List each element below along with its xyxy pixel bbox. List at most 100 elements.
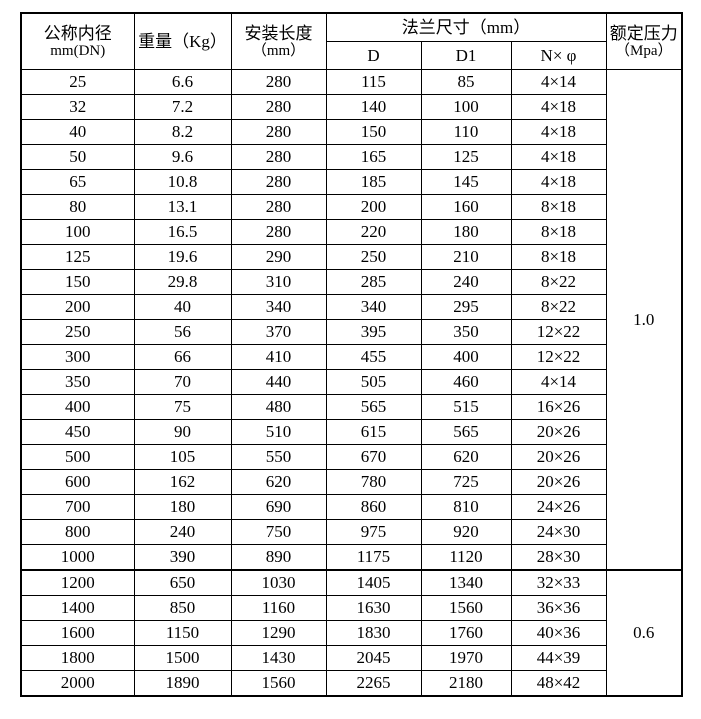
cell-flange-d1: 1760 (420, 620, 512, 646)
cell-flange-nphi: 8×18 (510, 194, 607, 220)
header-rated-pressure: 额定压力 （Mpa） (605, 12, 683, 70)
cell-flange-d: 780 (325, 469, 422, 495)
cell-nominal-diameter: 400 (20, 394, 135, 420)
cell-flange-d1: 1340 (420, 569, 512, 596)
cell-flange-d1: 180 (420, 219, 512, 245)
header-nominal-diameter-line2: mm(DN) (50, 42, 106, 59)
header-flange-d1: D1 (420, 41, 512, 70)
cell-flange-d1: 240 (420, 269, 512, 295)
cell-flange-nphi: 12×22 (510, 344, 607, 370)
cell-weight: 66 (133, 344, 232, 370)
cell-weight: 70 (133, 369, 232, 395)
cell-flange-d1: 85 (420, 69, 512, 95)
header-install-length: 安装长度 （mm） (230, 12, 327, 70)
cell-flange-d1: 620 (420, 444, 512, 470)
cell-install-length: 890 (230, 544, 327, 571)
cell-flange-d1: 400 (420, 344, 512, 370)
cell-nominal-diameter: 2000 (20, 670, 135, 697)
cell-install-length: 1160 (230, 595, 327, 621)
cell-nominal-diameter: 80 (20, 194, 135, 220)
table-row: 800 240 750 975 920 24×30 (20, 519, 682, 545)
header-row-secondary: D D1 N× φ (21, 41, 682, 70)
cell-install-length: 280 (230, 119, 327, 145)
cell-flange-d: 1175 (325, 544, 422, 571)
cell-flange-nphi: 16×26 (510, 394, 607, 420)
cell-install-length: 410 (230, 344, 327, 370)
cell-flange-nphi: 20×26 (510, 469, 607, 495)
cell-install-length: 280 (230, 194, 327, 220)
cell-weight: 8.2 (133, 119, 232, 145)
header-weight: 重量（Kg） (133, 12, 232, 70)
cell-nominal-diameter: 600 (20, 469, 135, 495)
cell-weight: 13.1 (133, 194, 232, 220)
cell-flange-d1: 160 (420, 194, 512, 220)
cell-flange-d1: 1560 (420, 595, 512, 621)
header-rated-pressure-line2: （Mpa） (615, 42, 673, 59)
cell-flange-d: 1405 (325, 569, 422, 596)
table-row: 100 16.5 280 220 180 8×18 (20, 219, 682, 245)
cell-weight: 6.6 (133, 69, 232, 95)
table-row: 1000 390 890 1175 1120 28×30 (20, 544, 682, 571)
table-row: 300 66 410 455 400 12×22 (20, 344, 682, 370)
header-rated-pressure-line1: 额定压力 (609, 23, 678, 43)
cell-install-length: 280 (230, 169, 327, 195)
cell-weight: 7.2 (133, 94, 232, 120)
header-install-length-line2: （mm） (251, 42, 306, 59)
cell-flange-d: 2265 (325, 670, 422, 697)
cell-weight: 650 (133, 569, 232, 596)
cell-nominal-diameter: 65 (20, 169, 135, 195)
cell-nominal-diameter: 40 (20, 119, 135, 145)
cell-weight: 75 (133, 394, 232, 420)
cell-flange-d1: 350 (420, 319, 512, 345)
table-row: 350 70 440 505 460 4×14 (20, 369, 682, 395)
cell-flange-nphi: 20×26 (510, 419, 607, 445)
cell-rated-pressure: 1.0 (605, 69, 683, 571)
cell-flange-d: 505 (325, 369, 422, 395)
cell-weight: 850 (133, 595, 232, 621)
table-row: 50 9.6 280 165 125 4×18 (20, 144, 682, 170)
table-row: 125 19.6 290 250 210 8×18 (20, 244, 682, 270)
table-row: 250 56 370 395 350 12×22 (20, 319, 682, 345)
cell-install-length: 310 (230, 269, 327, 295)
cell-flange-d1: 920 (420, 519, 512, 545)
table-row: 80 13.1 280 200 160 8×18 (20, 194, 682, 220)
cell-weight: 105 (133, 444, 232, 470)
table-row: 600 162 620 780 725 20×26 (20, 469, 682, 495)
cell-install-length: 340 (230, 294, 327, 320)
cell-nominal-diameter: 450 (20, 419, 135, 445)
cell-nominal-diameter: 700 (20, 494, 135, 520)
cell-nominal-diameter: 100 (20, 219, 135, 245)
cell-flange-nphi: 4×18 (510, 144, 607, 170)
cell-nominal-diameter: 300 (20, 344, 135, 370)
cell-flange-d1: 565 (420, 419, 512, 445)
cell-nominal-diameter: 250 (20, 319, 135, 345)
table-row: 1400 850 1160 1630 1560 36×36 (20, 595, 682, 621)
cell-install-length: 690 (230, 494, 327, 520)
cell-nominal-diameter: 1200 (20, 569, 135, 596)
cell-flange-nphi: 8×22 (510, 269, 607, 295)
cell-flange-d: 395 (325, 319, 422, 345)
cell-install-length: 1560 (230, 670, 327, 697)
cell-nominal-diameter: 800 (20, 519, 135, 545)
table-row: 32 7.2 280 140 100 4×18 (20, 94, 682, 120)
cell-weight: 90 (133, 419, 232, 445)
cell-weight: 10.8 (133, 169, 232, 195)
cell-flange-d: 165 (325, 144, 422, 170)
cell-weight: 1500 (133, 645, 232, 671)
table-row: 150 29.8 310 285 240 8×22 (20, 269, 682, 295)
header-install-length-line1: 安装长度 (244, 23, 313, 43)
cell-flange-d1: 110 (420, 119, 512, 145)
cell-flange-d: 250 (325, 244, 422, 270)
cell-flange-nphi: 8×22 (510, 294, 607, 320)
header-nominal-diameter: 公称内径 mm(DN) (20, 12, 135, 70)
cell-flange-d1: 725 (420, 469, 512, 495)
cell-weight: 180 (133, 494, 232, 520)
cell-flange-nphi: 44×39 (510, 645, 607, 671)
cell-weight: 1150 (133, 620, 232, 646)
cell-nominal-diameter: 1400 (20, 595, 135, 621)
cell-flange-nphi: 4×14 (510, 369, 607, 395)
header-flange-d: D (325, 41, 422, 70)
cell-install-length: 370 (230, 319, 327, 345)
cell-weight: 16.5 (133, 219, 232, 245)
cell-flange-d1: 145 (420, 169, 512, 195)
